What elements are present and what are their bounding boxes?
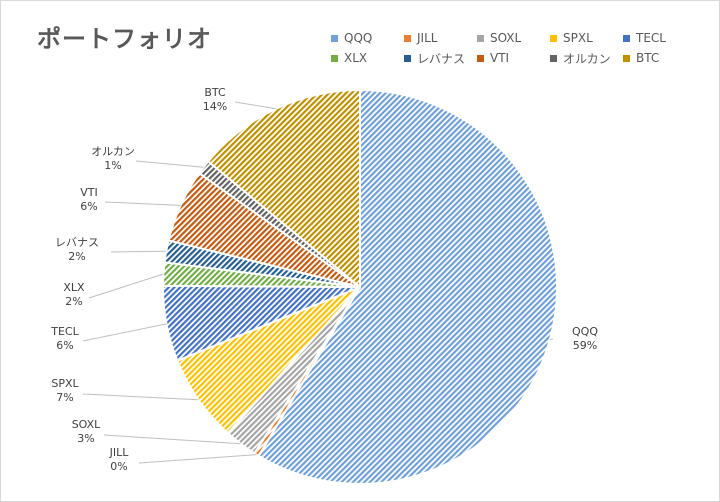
- data-label-percent: 3%: [77, 432, 94, 445]
- legend-swatch: [623, 34, 630, 42]
- legend-item: XLX: [331, 51, 404, 65]
- data-label-percent: 2%: [65, 295, 82, 308]
- data-label-name: TECL: [50, 325, 79, 338]
- leader-line-soxl: [103, 434, 241, 445]
- data-label-name: QQQ: [572, 325, 598, 338]
- leader-line-xlx: [88, 273, 164, 299]
- legend-item: SOXL: [477, 31, 550, 45]
- legend-label: レバナス: [417, 51, 466, 66]
- leader-line-jill: [138, 454, 257, 464]
- legend-swatch: [623, 54, 630, 62]
- data-label-percent: 2%: [68, 250, 85, 263]
- legend-label: XLX: [344, 51, 368, 65]
- legend-swatch: [477, 34, 484, 42]
- data-label-name: JILL: [109, 446, 130, 459]
- legend-row: QQQ JILL SOXL SPXL TECL: [331, 28, 711, 48]
- legend-item: オルカン: [550, 50, 623, 67]
- data-label-percent: 7%: [56, 391, 73, 404]
- legend-item: VTI: [477, 51, 550, 65]
- data-label-name: レバナス: [55, 236, 99, 249]
- legend-item: QQQ: [331, 31, 404, 45]
- data-label-name: XLX: [63, 281, 85, 294]
- data-label-percent: 0%: [110, 460, 127, 473]
- data-label-name: SPXL: [51, 377, 79, 390]
- legend-item: TECL: [623, 31, 696, 45]
- legend-item: SPXL: [550, 31, 623, 45]
- legend-label: JILL: [417, 31, 438, 45]
- leader-line-qqq: [549, 338, 554, 341]
- legend: QQQ JILL SOXL SPXL TECL XLX レバナス VTI オルカン BTC: [331, 28, 711, 68]
- legend-row: XLX レバナス VTI オルカン BTC: [331, 48, 711, 68]
- pie-slice-qqq: [257, 88, 558, 485]
- data-label-name: SOXL: [72, 418, 101, 431]
- legend-swatch: [331, 34, 338, 42]
- pie-slice-btc: [206, 88, 361, 290]
- legend-label: QQQ: [344, 31, 373, 45]
- legend-swatch: [331, 54, 338, 62]
- legend-item: BTC: [623, 51, 696, 65]
- data-label-name: VTI: [80, 186, 98, 199]
- legend-label: オルカン: [563, 51, 611, 66]
- data-label-name: BTC: [204, 86, 226, 99]
- legend-swatch: [404, 54, 411, 62]
- data-label-percent: 59%: [573, 339, 597, 352]
- data-label-name: オルカン: [91, 145, 135, 158]
- legend-label: TECL: [636, 31, 666, 45]
- legend-swatch: [550, 34, 557, 42]
- chart-title: ポートフォリオ: [37, 25, 212, 53]
- leader-line-vti: [104, 201, 181, 206]
- leader-line-spxl: [82, 393, 199, 401]
- data-label-percent: 6%: [80, 200, 97, 213]
- legend-swatch: [404, 34, 411, 42]
- legend-item: レバナス: [404, 50, 477, 67]
- legend-label: SPXL: [563, 31, 593, 45]
- data-label-percent: 14%: [203, 100, 227, 113]
- legend-label: BTC: [636, 51, 660, 65]
- legend-swatch: [550, 54, 557, 62]
- leader-line--: [110, 250, 167, 253]
- legend-swatch: [477, 54, 484, 62]
- leader-line-btc: [234, 101, 277, 110]
- leader-line--: [135, 160, 204, 168]
- legend-label: VTI: [490, 51, 510, 65]
- data-label-percent: 1%: [104, 159, 121, 172]
- legend-item: JILL: [404, 31, 477, 45]
- leader-line-tecl: [82, 323, 167, 342]
- data-label-percent: 6%: [56, 339, 73, 352]
- legend-label: SOXL: [490, 31, 522, 45]
